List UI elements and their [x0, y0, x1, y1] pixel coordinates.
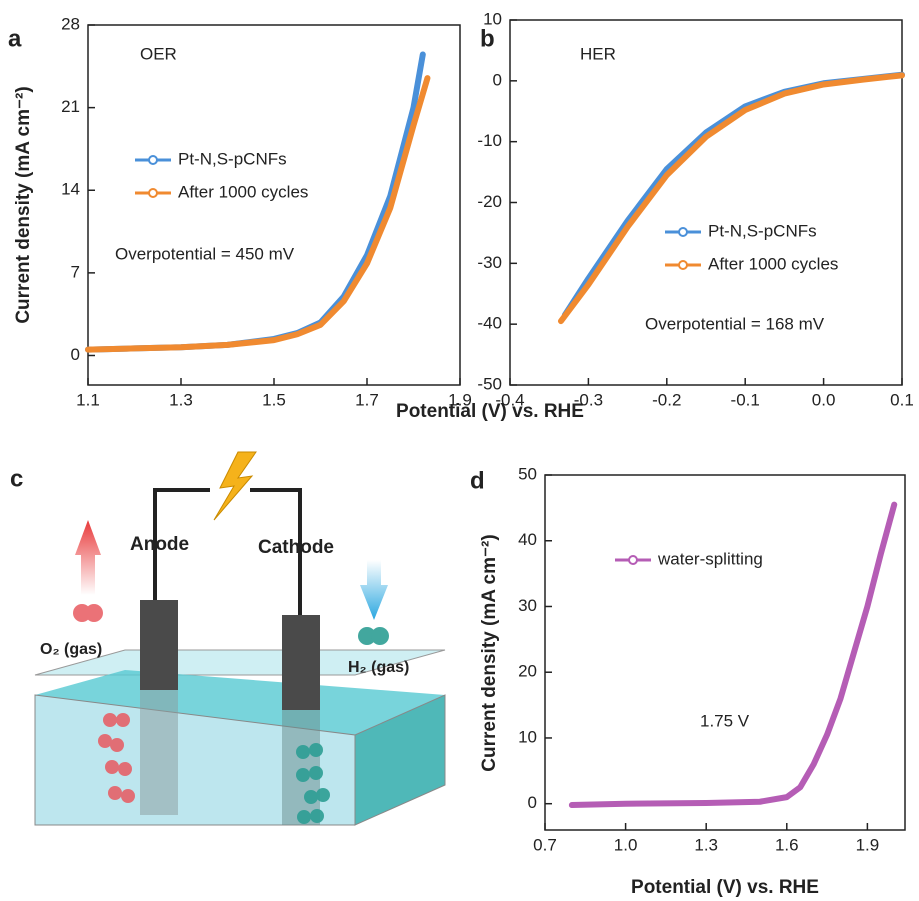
x-tick-label: 1.3: [169, 390, 193, 409]
annotation: 1.75 V: [700, 711, 750, 730]
x-tick-label: 1.7: [355, 390, 379, 409]
h2-label: H₂ (gas): [348, 659, 409, 676]
h2-bubbles: [296, 627, 389, 824]
panel-label: b: [480, 25, 495, 52]
legend-marker: [628, 555, 638, 565]
x-tick-label: 1.9: [856, 835, 880, 854]
y-tick-label: 10: [483, 9, 502, 28]
tank-top: [34, 649, 446, 676]
cathode: [282, 615, 320, 710]
y-tick-label: -40: [477, 314, 502, 333]
y-tick-label: 0: [493, 70, 502, 89]
x-tick-label: 1.0: [614, 835, 638, 854]
y-tick-label: 30: [518, 596, 537, 615]
legend-marker: [148, 155, 158, 165]
y-tick-label: 14: [61, 180, 80, 199]
x-tick-label: -0.1: [731, 390, 760, 409]
arrow-down: [360, 560, 388, 620]
x-axis-label: Potential (V) vs. RHE: [396, 401, 584, 422]
y-tick-label: -20: [477, 192, 502, 211]
plot-frame: [544, 474, 906, 831]
data-line: [85, 51, 426, 353]
o2-bubbles: [73, 604, 135, 803]
data-line: [85, 75, 431, 353]
x-tick-label: -0.2: [652, 390, 681, 409]
data-line: [568, 501, 898, 809]
y-tick-label: -10: [477, 131, 502, 150]
panel-label: d: [470, 467, 485, 494]
y-axis-label: Current density (mA cm⁻²): [13, 86, 34, 323]
power-icon: [213, 451, 257, 521]
data-line: [557, 72, 905, 325]
annotation: Overpotential = 168 mV: [645, 314, 825, 333]
legend-marker: [678, 227, 688, 237]
y-tick-label: -50: [477, 374, 502, 393]
legend-label: water-splitting: [657, 549, 763, 568]
wire: [250, 488, 302, 615]
y-tick-label: 7: [71, 262, 80, 281]
x-tick-label: 1.1: [76, 390, 100, 409]
y-tick-label: -30: [477, 253, 502, 272]
legend-marker: [148, 188, 158, 198]
legend-label: After 1000 cycles: [178, 182, 308, 201]
x-tick-label: 0.1: [890, 390, 914, 409]
tank-side: [354, 694, 446, 826]
anode-submerged: [140, 690, 178, 815]
plot-frame: [87, 24, 461, 386]
water-surface: [35, 670, 445, 735]
x-tick-label: 1.3: [694, 835, 718, 854]
y-tick-label: 20: [518, 662, 537, 681]
y-tick-label: 0: [71, 345, 80, 364]
anode-label: Anode: [130, 534, 189, 555]
anode: [140, 600, 178, 690]
annotation: HER: [580, 44, 616, 63]
y-tick-label: 21: [61, 97, 80, 116]
legend-label: Pt-N,S-pCNFs: [708, 221, 817, 240]
x-tick-label: 1.6: [775, 835, 799, 854]
y-tick-label: 40: [518, 530, 537, 549]
o2-label: O₂ (gas): [40, 641, 102, 658]
x-tick-label: 0.7: [533, 835, 557, 854]
x-axis-label: Potential (V) vs. RHE: [631, 877, 819, 898]
arrow-up: [75, 520, 101, 595]
x-tick-label: -0.3: [574, 390, 603, 409]
cathode-label: Cathode: [258, 537, 334, 558]
y-tick-label: 50: [518, 464, 537, 483]
x-tick-label: 0.0: [812, 390, 836, 409]
data-line: [561, 71, 905, 319]
y-tick-label: 28: [61, 14, 80, 33]
annotation: Overpotential = 450 mV: [115, 244, 295, 263]
panel-label: a: [8, 25, 22, 52]
legend-label: Pt-N,S-pCNFs: [178, 149, 287, 168]
legend-label: After 1000 cycles: [708, 254, 838, 273]
y-axis-label: Current density (mA cm⁻²): [479, 534, 500, 771]
panel-label: c: [10, 465, 23, 492]
y-tick-label: 10: [518, 727, 537, 746]
diagram-c: c Anode Cathode O₂ (gas) H₂ (gas): [10, 451, 446, 826]
x-tick-label: -0.4: [495, 390, 524, 409]
legend-marker: [678, 260, 688, 270]
x-tick-label: 1.5: [262, 390, 286, 409]
x-tick-label: 1.9: [448, 390, 472, 409]
annotation: OER: [140, 44, 177, 63]
wire: [153, 488, 210, 600]
y-tick-label: 0: [528, 793, 537, 812]
